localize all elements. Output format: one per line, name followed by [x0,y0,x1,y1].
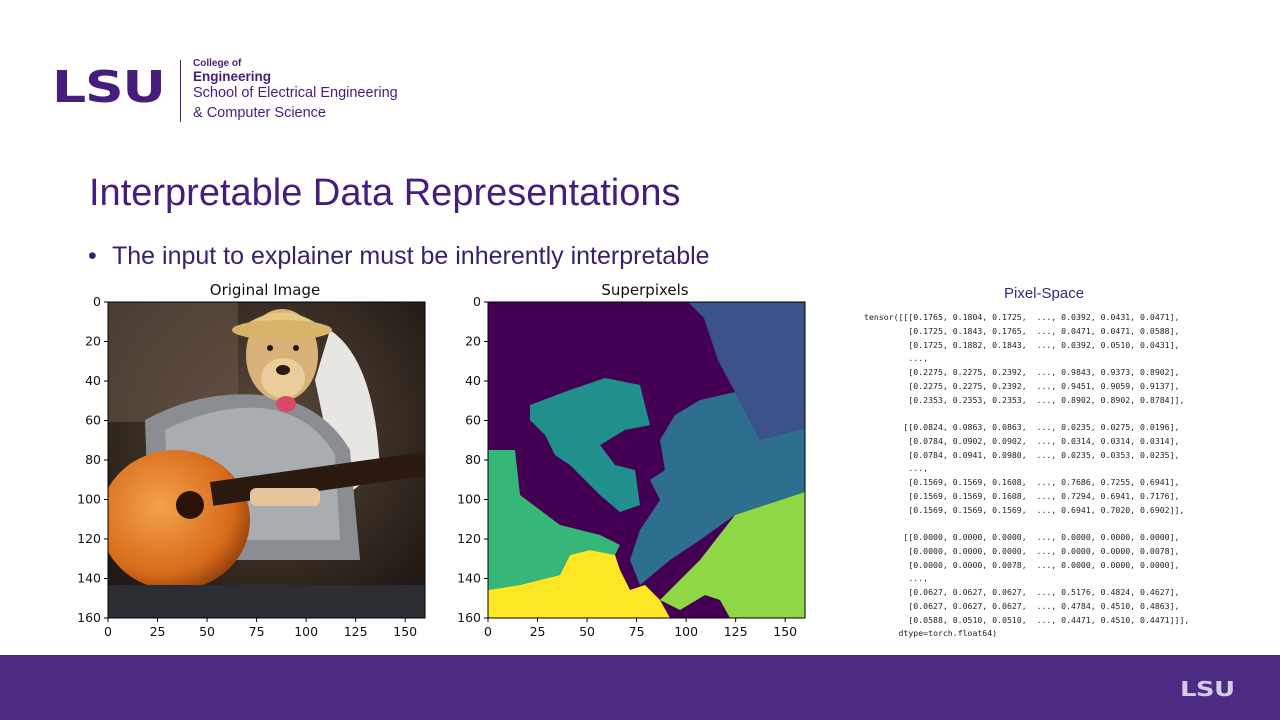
tensor-line: [0.1569, 0.1569, 0.1608, ..., 0.7294, 0.… [864,490,1180,501]
y-tick-label: 20 [465,334,481,349]
tensor-line: ..., [864,463,929,474]
x-tick-label: 125 [344,624,368,639]
y-tick-label: 20 [85,334,101,349]
original-image-panel: Original Image 0 25 50 75 100 125 150 0 20 40 60 80… [77,281,426,639]
tensor-line: [0.0000, 0.0000, 0.0078, ..., 0.0000, 0.… [864,559,1180,570]
segment-blue [688,302,805,440]
superpixels-title: Superpixels [601,281,688,299]
tensor-line: tensor([[[0.1765, 0.1804, 0.1725, ..., 0… [864,312,1180,322]
y-tick-label: 60 [85,413,101,428]
y-tick-label: 80 [85,452,101,467]
tensor-line: [0.0784, 0.0902, 0.0902, ..., 0.0314, 0.… [864,435,1180,446]
tensor-line: [0.2275, 0.2275, 0.2392, ..., 0.9843, 0.… [864,367,1180,377]
logo-college-of: College of [193,58,242,69]
x-tick-label: 100 [674,624,698,639]
x-tick-label: 100 [294,624,318,639]
tensor-line: [0.1725, 0.1882, 0.1843, ..., 0.0392, 0.… [864,339,1180,350]
tensor-line: ..., [864,573,929,584]
slide-title: Interpretable Data Representations [89,172,681,214]
tensor-line: [[0.0000, 0.0000, 0.0000, ..., 0.0000, 0… [864,532,1180,542]
segment-yellow [488,550,670,618]
segment-light-green [660,492,805,618]
lsu-logo-mark: LSU [52,62,166,113]
x-tick-label: 75 [249,624,265,639]
y-tick-label: 160 [457,610,481,625]
tensor-line: ..., [864,353,929,364]
y-tick-label: 60 [465,413,481,428]
logo-school-line1: School of Electrical Engineering [193,85,398,101]
x-tick-label: 0 [484,624,492,639]
tensor-line: [[0.0824, 0.0863, 0.0863, ..., 0.0235, 0… [864,422,1180,432]
original-image [108,302,425,618]
tensor-line: [0.1569, 0.1569, 0.1569, ..., 0.6941, 0.… [864,504,1185,515]
superpixels-image [488,302,805,618]
y-tick-label: 140 [77,571,101,586]
y-tick-label: 140 [457,571,481,586]
logo-engineering: Engineering [193,69,272,84]
pixel-tensor-text: tensor([[[0.1765, 0.1804, 0.1725, ..., 0… [864,311,1189,641]
x-tick-label: 125 [724,624,748,639]
bullet-item: • The input to explainer must be inherent… [88,242,710,271]
logo-divider [180,60,181,122]
tensor-line: [0.0588, 0.0510, 0.0510, ..., 0.4471, 0.… [864,614,1190,625]
footer-bar [0,655,1280,720]
tensor-line [864,407,1189,421]
y-tick-label: 0 [93,294,101,309]
x-tick-label: 25 [150,624,166,639]
segment-green [488,450,620,590]
x-tick-label: 0 [104,624,112,639]
y-tick-label: 100 [457,492,481,507]
y-tick-label: 0 [473,294,481,309]
logo-school-line2: & Computer Science [193,104,326,121]
superpixels-axes: 0 25 50 75 100 125 150 0 20 40 60 80 100 120 140 160 [457,294,797,639]
y-tick-label: 40 [85,373,101,388]
segment-teal [530,378,650,512]
segment-teal-blue [630,392,805,585]
y-tick-label: 120 [457,531,481,546]
y-tick-label: 40 [465,373,481,388]
x-tick-label: 75 [629,624,645,639]
footer-lsu-logo: LSU [1180,677,1235,701]
tensor-line: [0.0784, 0.0941, 0.0980, ..., 0.0235, 0.… [864,449,1180,460]
superpixels-panel: Superpixels 0 25 50 75 100 125 150 0 20 40 60 80 100… [457,281,806,639]
bullet-text: The input to explainer must be inherentl… [112,242,710,270]
y-tick-label: 100 [77,492,101,507]
y-tick-label: 120 [77,531,101,546]
tensor-line: [0.0627, 0.0627, 0.0627, ..., 0.5176, 0.… [864,587,1180,597]
tensor-line: [0.2275, 0.2275, 0.2392, ..., 0.9451, 0.… [864,380,1180,391]
tensor-line: [0.0627, 0.0627, 0.0627, ..., 0.4784, 0.… [864,600,1180,611]
x-tick-label: 150 [393,624,417,639]
original-image-title: Original Image [210,281,320,299]
tensor-line [864,517,1189,531]
x-tick-label: 50 [199,624,215,639]
logo-text: College of Engineering School of Electri… [193,58,398,123]
tensor-line: dtype=torch.float64) [864,628,998,639]
y-tick-label: 160 [77,610,101,625]
pixel-space-title: Pixel-Space [1004,285,1085,302]
x-tick-label: 150 [773,624,797,639]
tensor-line: [0.0000, 0.0000, 0.0000, ..., 0.0000, 0.… [864,545,1180,556]
y-tick-label: 80 [465,452,481,467]
x-tick-label: 25 [530,624,546,639]
x-tick-label: 50 [579,624,595,639]
tensor-line: [0.1725, 0.1843, 0.1765, ..., 0.0471, 0.… [864,325,1180,336]
bullet-dot: • [88,242,97,270]
tensor-line: [0.1569, 0.1569, 0.1608, ..., 0.7686, 0.… [864,477,1180,487]
tensor-line: [0.2353, 0.2353, 0.2353, ..., 0.8902, 0.… [864,394,1185,405]
original-image-axes: 0 25 50 75 100 125 150 0 20 40 60 80 100 120 140 160 [77,294,417,639]
